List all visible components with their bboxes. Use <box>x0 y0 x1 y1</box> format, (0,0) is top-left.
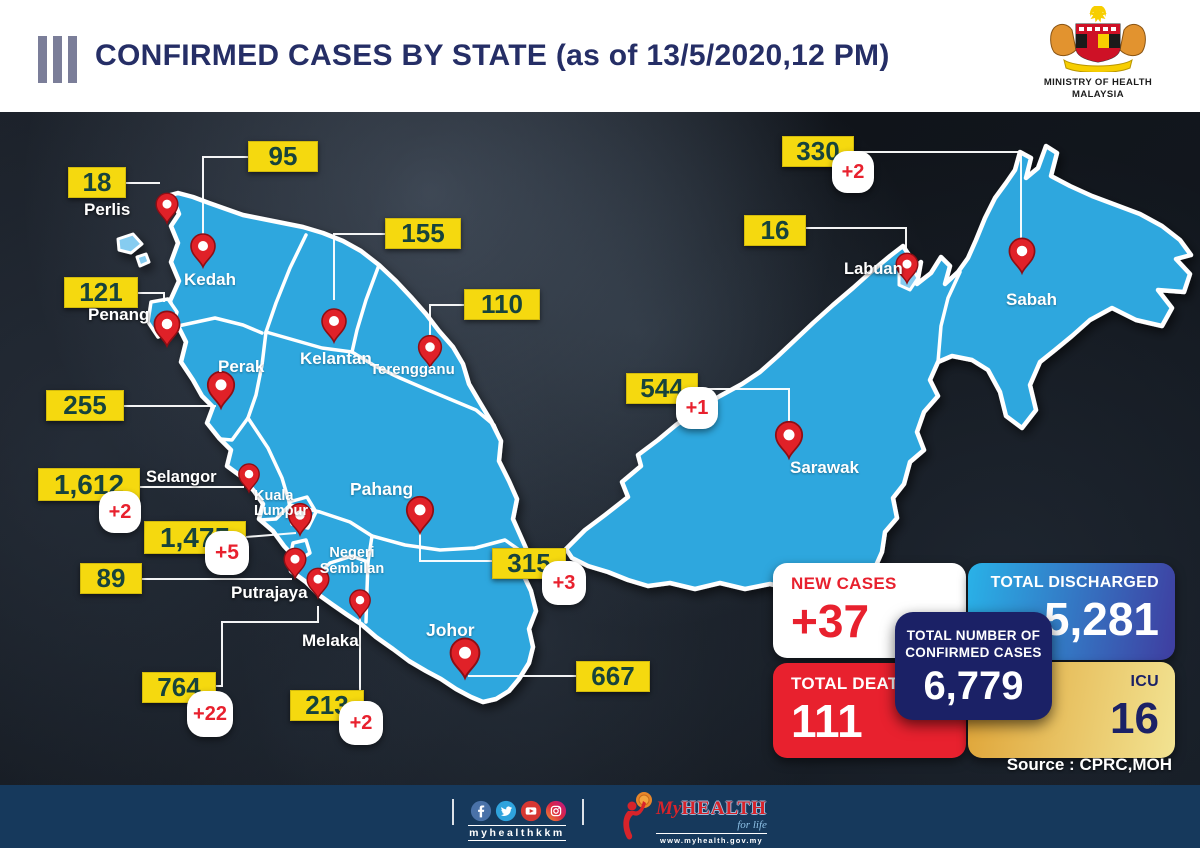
map-label-kedah: Kedah <box>184 270 236 289</box>
cases-badge-kedah: 95 <box>248 141 318 172</box>
place-name-putrajaya: Putrajaya <box>231 583 308 602</box>
map-label-negeri-sembilan: Negeri Sembilan <box>319 545 385 577</box>
moh-crest-logo: MINISTRY OF HEALTH MALAYSIA <box>1038 5 1158 101</box>
myhealth-tagline: for life <box>737 819 767 831</box>
place-name-perlis: Perlis <box>84 200 131 219</box>
map-label-kelantan: Kelantan <box>300 349 372 368</box>
youtube-icon[interactable] <box>520 800 542 822</box>
new-cases-delta-sarawak: +1 <box>676 387 718 429</box>
malaysia-coat-of-arms-icon <box>1050 5 1146 73</box>
map-label-pahang: Pahang <box>350 479 414 499</box>
new-cases-value: +37 <box>791 595 870 647</box>
map-label-terengganu: Terengganu <box>370 361 455 378</box>
triple-bars-icon <box>38 36 77 83</box>
map-label-johor: Johor <box>426 620 475 640</box>
page-title: CONFIRMED CASES BY STATE (as of 13/5/202… <box>95 39 890 72</box>
new-cases-label: NEW CASES <box>791 574 897 593</box>
facebook-icon[interactable] <box>470 800 492 822</box>
place-name-melaka: Melaka <box>302 631 359 650</box>
new-cases-delta-sabah: +2 <box>832 151 874 193</box>
instagram-icon[interactable] <box>545 800 567 822</box>
cases-badge-putrajaya: 89 <box>80 563 142 594</box>
new-cases-delta-pahang: +3 <box>542 561 586 605</box>
total-death-value: 111 <box>791 695 863 747</box>
cases-badge-kelantan: 155 <box>385 218 461 249</box>
total-confirmed-label: TOTAL NUMBER OF CONFIRMED CASES <box>905 627 1042 660</box>
footer: myhealthkkm MyHEALTH for life www.myheal… <box>0 785 1200 848</box>
twitter-icon[interactable] <box>495 800 517 822</box>
cases-badge-perlis: 18 <box>68 167 126 198</box>
ministry-name-line1: MINISTRY OF HEALTH <box>1043 77 1153 88</box>
total-discharged-value: 5,281 <box>1043 593 1159 645</box>
map-label-sarawak: Sarawak <box>790 458 859 477</box>
footer-divider-right <box>582 799 584 825</box>
myhealth-logo[interactable]: MyHEALTH for life www.myhealth.gov.my <box>620 791 767 845</box>
map-label-kuala-lumpur: Kuala Lumpur <box>254 488 308 519</box>
cases-badge-labuan: 16 <box>744 215 806 246</box>
footer-divider-left <box>452 799 454 825</box>
new-cases-delta-kuala-lumpur: +5 <box>205 531 249 575</box>
header: CONFIRMED CASES BY STATE (as of 13/5/202… <box>0 0 1200 112</box>
total-death-label: TOTAL DEATH <box>791 674 912 693</box>
ministry-name-line2: MALAYSIA <box>1072 89 1124 100</box>
myhealth-figure-icon <box>623 792 652 840</box>
cases-badge-terengganu: 110 <box>464 289 540 320</box>
source-note: Source : CPRC,MOH <box>1006 755 1172 774</box>
map-label-perak: Perak <box>218 357 265 376</box>
total-discharged-label: TOTAL DISCHARGED <box>990 574 1159 591</box>
social-icons <box>470 800 567 822</box>
total-confirmed-card: TOTAL NUMBER OF CONFIRMED CASES 6,779 <box>895 612 1052 720</box>
place-name-penang: Penang <box>88 305 150 324</box>
myhealth-url[interactable]: www.myhealth.gov.my <box>656 833 767 845</box>
map-label-sabah: Sabah <box>1006 290 1058 309</box>
place-name-selangor: Selangor <box>146 468 217 486</box>
new-cases-delta-melaka: +2 <box>339 701 383 745</box>
social-handle[interactable]: myhealthkkm <box>468 825 566 841</box>
cases-badge-johor: 667 <box>576 661 650 692</box>
total-confirmed-value: 6,779 <box>923 663 1024 708</box>
icu-value: 16 <box>1110 694 1159 743</box>
myhealth-brand-my: My <box>656 798 682 819</box>
myhealth-brand-health: HEALTH <box>681 798 767 819</box>
new-cases-delta-selangor: +2 <box>99 491 141 533</box>
new-cases-delta-negeri-sembilan: +22 <box>187 691 233 737</box>
cases-badge-penang: 121 <box>64 277 138 308</box>
place-name-labuan: Labuan <box>844 260 903 278</box>
icu-label: ICU <box>1130 673 1159 690</box>
cases-badge-perak: 255 <box>46 390 124 421</box>
